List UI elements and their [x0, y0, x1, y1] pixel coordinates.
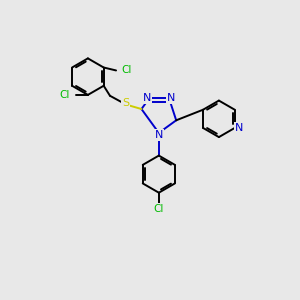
Text: Cl: Cl	[154, 204, 164, 214]
Text: N: N	[154, 130, 163, 140]
Text: N: N	[142, 93, 151, 103]
Text: N: N	[235, 123, 243, 133]
Text: Cl: Cl	[122, 65, 132, 76]
Text: Cl: Cl	[60, 90, 70, 100]
Text: S: S	[122, 98, 129, 108]
Text: N: N	[167, 93, 175, 103]
